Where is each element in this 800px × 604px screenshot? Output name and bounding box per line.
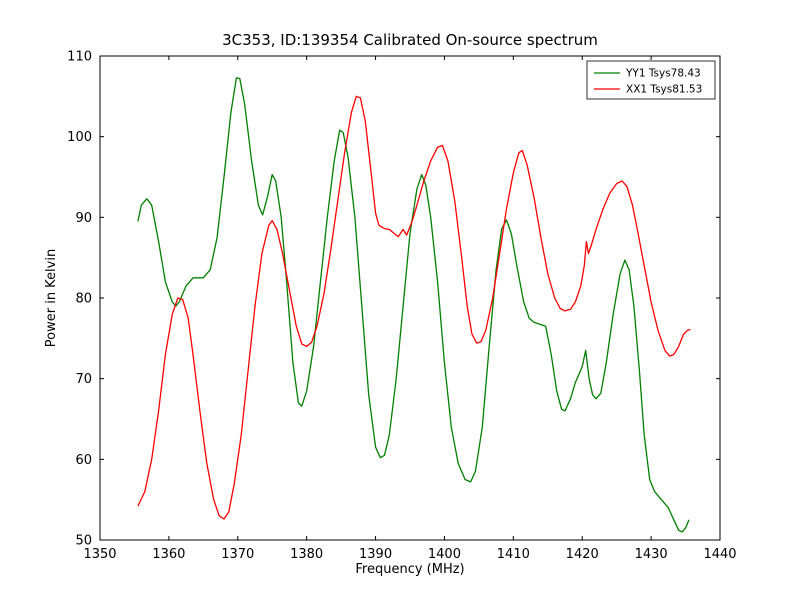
y-tick-label: 110 — [67, 50, 92, 65]
y-tick-label: 50 — [75, 534, 92, 549]
chart-title: 3C353, ID:139354 Calibrated On-source sp… — [222, 31, 598, 49]
series-line-1 — [137, 95, 691, 520]
axes-frame — [99, 55, 721, 541]
y-axis-label: Power in Kelvin — [44, 249, 59, 347]
series-line-0 — [137, 77, 690, 533]
x-tick-label: 1360 — [152, 547, 185, 562]
y-tick-label: 90 — [75, 211, 92, 226]
x-tick-label: 1440 — [703, 547, 736, 562]
legend-label-0: YY1 Tsys78.43 — [625, 68, 701, 80]
y-tick-label: 100 — [67, 130, 92, 145]
x-tick-label: 1390 — [359, 547, 392, 562]
x-tick-label: 1420 — [566, 547, 599, 562]
x-tick-label: 1350 — [83, 547, 116, 562]
x-tick-label: 1380 — [290, 547, 323, 562]
plot-content: 1350 1360 1370 1380 1390 1400 1410 1420 1430 1440… — [67, 50, 736, 563]
y-tick-label: 80 — [75, 292, 92, 307]
x-axis-label: Frequency (MHz) — [355, 562, 464, 577]
x-tick-label: 1370 — [221, 547, 254, 562]
legend-label-1: XX1 Tsys81.53 — [626, 84, 702, 96]
x-tick-label: 1400 — [428, 547, 461, 562]
y-tick-label: 60 — [75, 453, 92, 468]
x-tick-label: 1430 — [635, 547, 668, 562]
legend-box — [586, 60, 716, 100]
x-tick-label: 1410 — [497, 547, 530, 562]
y-tick-label: 70 — [75, 372, 92, 387]
